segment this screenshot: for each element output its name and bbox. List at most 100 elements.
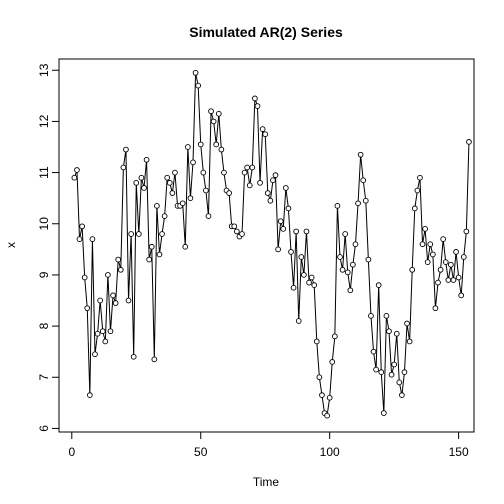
data-point — [401, 369, 408, 375]
data-point — [417, 174, 423, 181]
data-point — [437, 266, 444, 273]
y-axis-label: x — [4, 242, 18, 248]
data-point — [319, 392, 325, 399]
data-point — [347, 287, 354, 294]
data-point — [339, 266, 346, 273]
data-point — [326, 394, 333, 401]
data-point — [233, 228, 240, 235]
data-point — [362, 197, 369, 204]
data-point — [231, 223, 238, 230]
data-point — [285, 205, 292, 212]
data-point — [89, 236, 96, 242]
data-point — [419, 241, 426, 248]
chart-title: Simulated AR(2) Series — [189, 24, 343, 40]
data-point — [399, 392, 405, 399]
data-point — [448, 261, 454, 268]
data-point — [360, 177, 367, 184]
data-point — [463, 228, 470, 235]
x-axis: 0 50 100 150 — [68, 431, 469, 459]
data-point — [94, 330, 101, 337]
data-point — [334, 203, 341, 209]
data-point — [138, 174, 145, 181]
data-point — [324, 412, 330, 419]
data-point — [117, 266, 124, 273]
data-point — [365, 256, 372, 263]
data-point — [331, 333, 338, 340]
data-point — [213, 141, 220, 148]
data-point — [424, 259, 431, 265]
x-tick-label: 0 — [68, 445, 75, 459]
data-point — [203, 187, 209, 194]
data-point — [295, 318, 302, 324]
data-point — [99, 328, 106, 335]
data-point — [453, 249, 459, 255]
data-point — [264, 190, 271, 196]
data-point — [195, 82, 202, 89]
data-point — [301, 272, 307, 278]
x-tick-label: 150 — [449, 445, 469, 459]
data-point — [166, 179, 173, 186]
data-point — [192, 69, 199, 76]
x-axis-label: Time — [253, 475, 280, 489]
y-tick-label: 11 — [37, 166, 51, 179]
data-point — [257, 179, 263, 186]
y-tick-label: 12 — [37, 114, 51, 128]
data-point — [308, 274, 315, 281]
data-point — [249, 164, 256, 171]
data-point — [388, 371, 395, 378]
data-point — [445, 277, 452, 283]
data-point — [411, 205, 418, 212]
data-point — [303, 228, 310, 235]
data-point — [120, 164, 127, 171]
data-point — [159, 231, 165, 237]
y-tick-label: 6 — [37, 425, 51, 432]
data-point — [241, 169, 248, 176]
data-point — [267, 197, 274, 204]
data-point — [187, 195, 194, 202]
data-point — [154, 203, 160, 209]
data-point — [393, 330, 400, 337]
data-point — [450, 277, 457, 283]
data-point — [427, 241, 434, 248]
data-point — [252, 95, 258, 102]
data-point — [244, 164, 251, 171]
data-point — [135, 231, 142, 237]
data-point — [239, 231, 245, 237]
data-point — [298, 254, 305, 260]
data-point — [128, 231, 134, 237]
data-point — [184, 144, 191, 150]
data-point — [107, 328, 114, 335]
data-point — [275, 246, 281, 253]
data-point — [208, 108, 214, 115]
data-point — [342, 231, 349, 237]
data-point — [182, 243, 189, 250]
data-point — [218, 146, 225, 153]
data-point — [92, 351, 98, 358]
data-point — [141, 185, 147, 191]
x-tick-label: 50 — [194, 445, 208, 459]
data-point — [71, 174, 78, 181]
data-point — [406, 338, 413, 345]
data-point — [306, 279, 312, 286]
data-point — [102, 338, 109, 345]
data-point — [357, 151, 364, 158]
data-point — [179, 200, 186, 207]
data-point — [272, 172, 279, 179]
data-point — [190, 159, 196, 166]
data-point — [123, 146, 129, 153]
data-point — [380, 410, 387, 416]
data-point — [386, 328, 392, 335]
data-point — [435, 279, 441, 286]
data-point — [429, 251, 436, 258]
data-point — [352, 241, 359, 248]
data-point — [143, 156, 150, 163]
data-point — [337, 254, 343, 260]
data-point — [466, 139, 472, 145]
data-point — [146, 256, 153, 263]
data-point — [455, 274, 462, 281]
data-point — [110, 292, 116, 299]
data-point — [105, 272, 111, 278]
data-point — [205, 213, 212, 219]
data-point — [460, 254, 467, 260]
y-axis: 6 7 8 9 10 11 12 13 — [37, 63, 60, 432]
